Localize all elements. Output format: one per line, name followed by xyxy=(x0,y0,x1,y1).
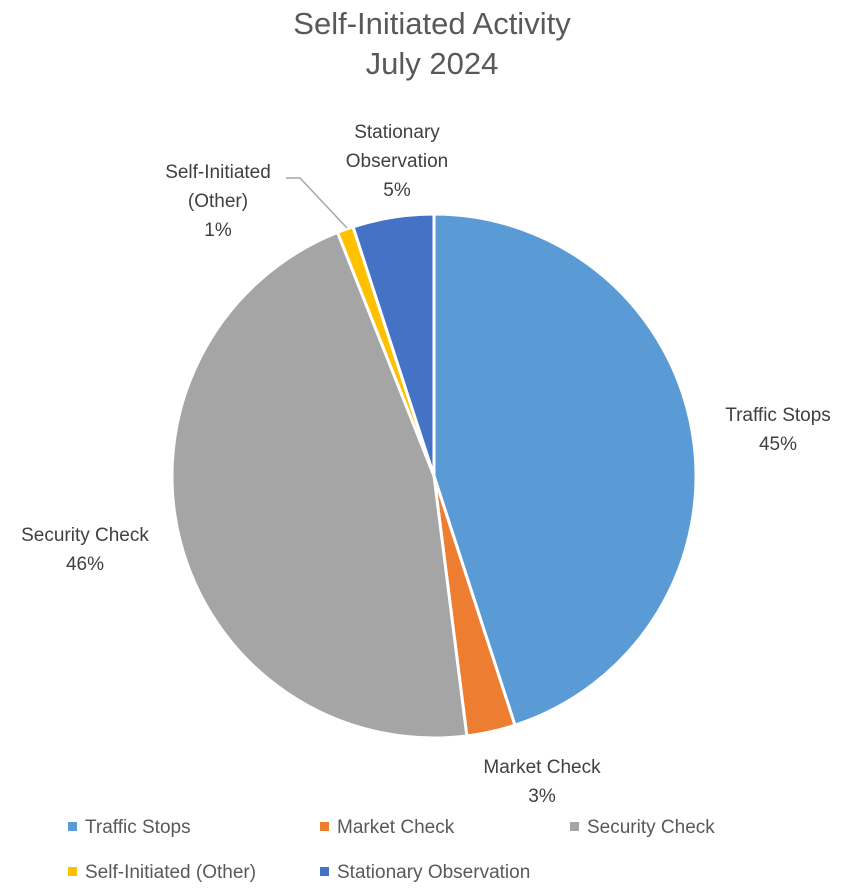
legend-label-security-check: Security Check xyxy=(587,817,715,838)
pie-slices xyxy=(170,212,698,740)
data-label-stationary-observation: Stationary Observation 5% xyxy=(346,122,448,201)
data-label-self-initiated-other: Self-Initiated (Other) 1% xyxy=(165,162,271,241)
legend-label-self-initiated-other: Self-Initiated (Other) xyxy=(85,862,256,883)
chart-title-line: July 2024 xyxy=(366,46,499,81)
leader-line-self-initiated-other xyxy=(286,177,348,229)
data-labels: Traffic Stops 45% Market Check 3% Security C… xyxy=(21,122,831,807)
legend-swatch-traffic-stops xyxy=(68,822,77,831)
legend-swatch-self-initiated-other xyxy=(68,867,77,876)
legend-label-stationary-observation: Stationary Observation xyxy=(337,862,530,883)
data-label-security-check: Security Check 46% xyxy=(21,525,149,575)
data-label-market-check: Market Check 3% xyxy=(483,757,601,807)
leader-lines xyxy=(286,177,348,229)
chart-title: Self-Initiated Activity July 2024 xyxy=(293,6,571,81)
chart-title-line: Self-Initiated Activity xyxy=(293,6,571,41)
pie-slice-security-check xyxy=(170,230,469,740)
legend: Traffic Stops Market Check Security Check S… xyxy=(68,817,715,883)
legend-swatch-stationary-observation xyxy=(320,867,329,876)
pie-slice-stationary-observation xyxy=(351,212,436,477)
pie-slice-traffic-stops xyxy=(432,212,698,728)
data-label-traffic-stops: Traffic Stops 45% xyxy=(725,405,831,455)
legend-label-market-check: Market Check xyxy=(337,817,455,838)
legend-swatch-market-check xyxy=(320,822,329,831)
legend-label-traffic-stops: Traffic Stops xyxy=(85,817,191,838)
legend-swatch-security-check xyxy=(570,822,579,831)
